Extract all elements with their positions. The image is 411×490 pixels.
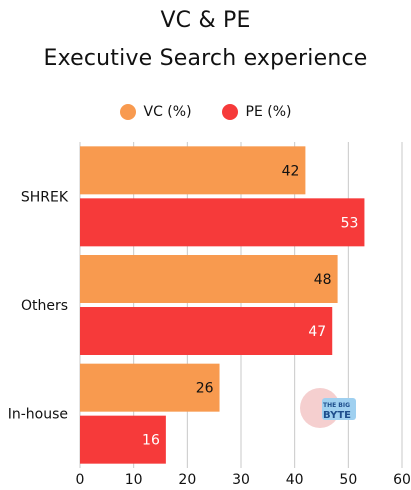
bars: 42 53 48 47 26 16 bbox=[80, 146, 365, 464]
category-label: SHREK bbox=[21, 189, 69, 205]
category-label: Others bbox=[21, 298, 68, 314]
legend-swatch-vc bbox=[119, 104, 136, 120]
bar-vc-in-house bbox=[80, 363, 220, 412]
legend-label-vc: VC (%) bbox=[143, 104, 192, 120]
logo-badge bbox=[322, 398, 356, 420]
data-label: 42 bbox=[282, 163, 300, 179]
x-tick-label: 60 bbox=[393, 472, 411, 488]
chart-title-line1: VC & PE bbox=[160, 8, 251, 33]
the-big-byte-logo: THE BIG BYTE bbox=[300, 388, 356, 428]
x-tick-labels: 0 10 20 30 40 50 60 bbox=[76, 472, 411, 488]
data-label: 16 bbox=[142, 433, 160, 449]
legend: VC (%) PE (%) bbox=[0, 104, 411, 120]
logo-text-line2: BYTE bbox=[323, 410, 351, 421]
category-labels: SHREK Others In-house bbox=[8, 189, 69, 422]
bar-vc-shrek bbox=[80, 146, 306, 195]
legend-item-vc: VC (%) bbox=[119, 104, 192, 120]
x-tick-label: 40 bbox=[286, 472, 304, 488]
chart-title-line2: Executive Search experience bbox=[43, 46, 368, 71]
logo-text-line1: THE BIG bbox=[323, 402, 350, 409]
bar-pe-shrek bbox=[80, 198, 365, 247]
category-label: In-house bbox=[8, 407, 68, 423]
legend-swatch-pe bbox=[221, 104, 238, 120]
x-tick-label: 50 bbox=[339, 472, 357, 488]
x-tick-label: 20 bbox=[178, 472, 196, 488]
bar-pe-others bbox=[80, 307, 333, 355]
gridlines bbox=[79, 142, 403, 468]
x-tick-label: 10 bbox=[125, 472, 143, 488]
data-label: 48 bbox=[314, 272, 332, 288]
x-tick-label: 0 bbox=[76, 472, 85, 488]
x-tick-label: 30 bbox=[232, 472, 250, 488]
data-label: 26 bbox=[196, 381, 214, 397]
bar-vc-others bbox=[80, 255, 338, 303]
legend-label-pe: PE (%) bbox=[245, 104, 292, 120]
bar-pe-in-house bbox=[80, 415, 166, 464]
data-label: 47 bbox=[308, 324, 326, 340]
data-label: 53 bbox=[341, 215, 359, 231]
legend-item-pe: PE (%) bbox=[221, 104, 292, 120]
